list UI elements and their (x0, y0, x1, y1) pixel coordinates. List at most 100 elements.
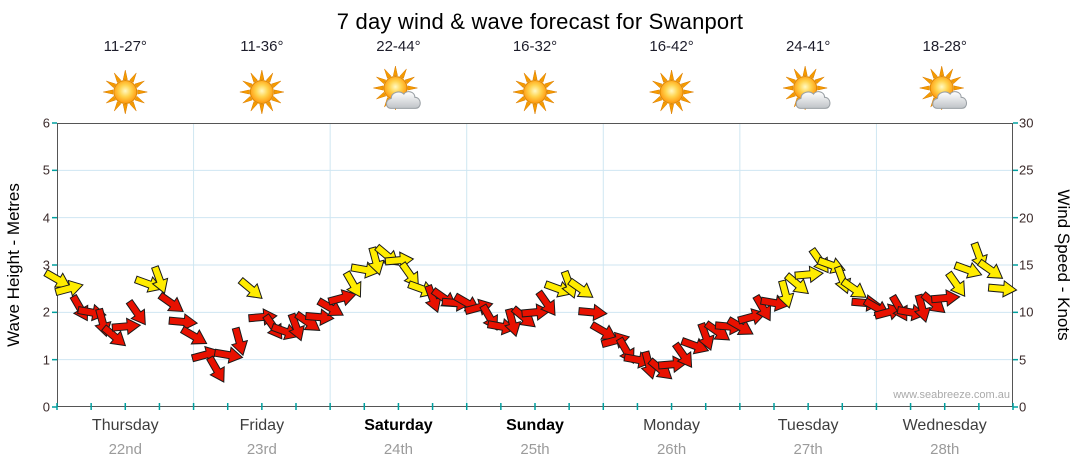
cloud-icon (385, 91, 421, 109)
wave-tick-label: 6 (42, 115, 50, 131)
wind-arrow (833, 265, 852, 295)
wind-arrow (479, 303, 498, 331)
wind-arrow (69, 293, 89, 322)
wind-arrow (503, 307, 522, 338)
wind-arrow (970, 241, 988, 271)
date-label: 25th (520, 441, 550, 458)
wind-arrow (777, 279, 795, 309)
date-label: 24th (383, 441, 414, 458)
wind-arrow (816, 256, 846, 274)
temp-range: 16-42° (649, 38, 694, 55)
wind-arrow (316, 297, 344, 317)
temp-range: 11-27° (103, 38, 147, 55)
wave-tick-label: 0 (42, 399, 50, 415)
cloud-icon (932, 91, 968, 109)
temp-range: 16-32° (512, 38, 558, 55)
day-label: Friday (239, 417, 285, 434)
wind-axis-label: Wind Speed - Knots (1054, 189, 1073, 341)
wind-arrow (888, 293, 908, 322)
temp-range: 22-44° (376, 38, 421, 55)
plot-border (57, 123, 1013, 407)
wind-arrow (270, 322, 300, 341)
wave-tick-label: 2 (42, 304, 50, 320)
sunny-icon (512, 69, 558, 115)
wind-arrow (262, 313, 283, 340)
wind-arrow (374, 243, 400, 266)
date-label: 22nd (108, 441, 142, 458)
cloud-icon (795, 91, 831, 109)
temp-range: 18-28° (922, 38, 967, 55)
wind-arrow (615, 336, 635, 365)
wind-arrow (237, 276, 263, 299)
wind-arrow (179, 325, 208, 345)
wind-arrow (953, 261, 983, 279)
wind-tick-label: 20 (1019, 210, 1034, 226)
partly-cloudy-icon (783, 65, 831, 111)
date-label: 27th (793, 441, 823, 458)
wind-arrow (976, 258, 1004, 279)
wind-arrow (945, 270, 966, 297)
wind-arrow (647, 357, 673, 380)
wind-arrow (157, 291, 184, 313)
day-label: Saturday (364, 417, 433, 434)
partly-cloudy-icon (919, 65, 968, 111)
wind-arrow (305, 308, 335, 327)
wave-tick-label: 3 (42, 257, 50, 273)
wind-arrow (510, 305, 536, 328)
wind-tick-label: 15 (1019, 257, 1034, 273)
wind-arrow (987, 279, 1018, 298)
wind-arrow (760, 294, 790, 312)
wind-tick-label: 30 (1019, 115, 1034, 131)
wind-arrow (398, 261, 419, 288)
wind-arrows (43, 241, 1018, 383)
wind-tick-label: 25 (1019, 162, 1034, 178)
wave-tick-label: 1 (42, 352, 50, 368)
wind-arrow (578, 303, 608, 322)
wind-arrow (794, 265, 824, 284)
wind-arrow (521, 303, 551, 322)
partly-cloudy-icon (373, 65, 421, 111)
wind-arrow (287, 312, 305, 342)
wind-arrow (851, 294, 881, 312)
temp-range: 11-36° (240, 38, 284, 55)
wind-arrow (862, 297, 891, 317)
wind-tick-label: 10 (1019, 304, 1034, 320)
watermark: www.seabreeze.com.au (893, 389, 1010, 401)
date-label: 28th (930, 441, 960, 458)
wave-tick-label: 4 (42, 210, 50, 226)
wind-arrow (54, 279, 84, 297)
wind-arrow (560, 269, 578, 299)
wind-tick-label: 5 (1019, 352, 1027, 368)
wind-arrow (327, 289, 357, 307)
wind-arrow (486, 318, 517, 336)
date-label: 26th (656, 441, 687, 458)
wind-arrow (248, 308, 278, 326)
wind-arrow (384, 251, 415, 270)
wind-arrow (873, 303, 904, 321)
day-label: Wednesday (902, 417, 987, 434)
sunny-icon (103, 69, 148, 115)
chart-title: 7 day wind & wave forecast for Swanport (336, 9, 744, 34)
wind-arrow (783, 272, 810, 295)
wind-arrow (77, 303, 107, 322)
wind-arrow (407, 280, 437, 298)
wind-arrow (213, 346, 244, 364)
wind-arrow (94, 307, 112, 338)
wind-arrow (913, 293, 931, 324)
wind-arrow (151, 265, 169, 295)
wind-arrow (714, 317, 745, 336)
wind-arrow (168, 313, 199, 331)
wind-arrow (808, 246, 829, 274)
axis-tick-marks (52, 122, 1018, 410)
wind-arrow (464, 298, 494, 316)
sunny-icon (649, 69, 694, 115)
wind-arrow (567, 277, 594, 298)
wind-arrow (294, 310, 321, 331)
wind-arrow (230, 326, 249, 357)
wind-arrow (424, 284, 442, 314)
wave-axis-label: Wave Height - Metres (4, 183, 23, 347)
wind-arrow (100, 324, 127, 347)
wind-arrow (453, 292, 481, 312)
